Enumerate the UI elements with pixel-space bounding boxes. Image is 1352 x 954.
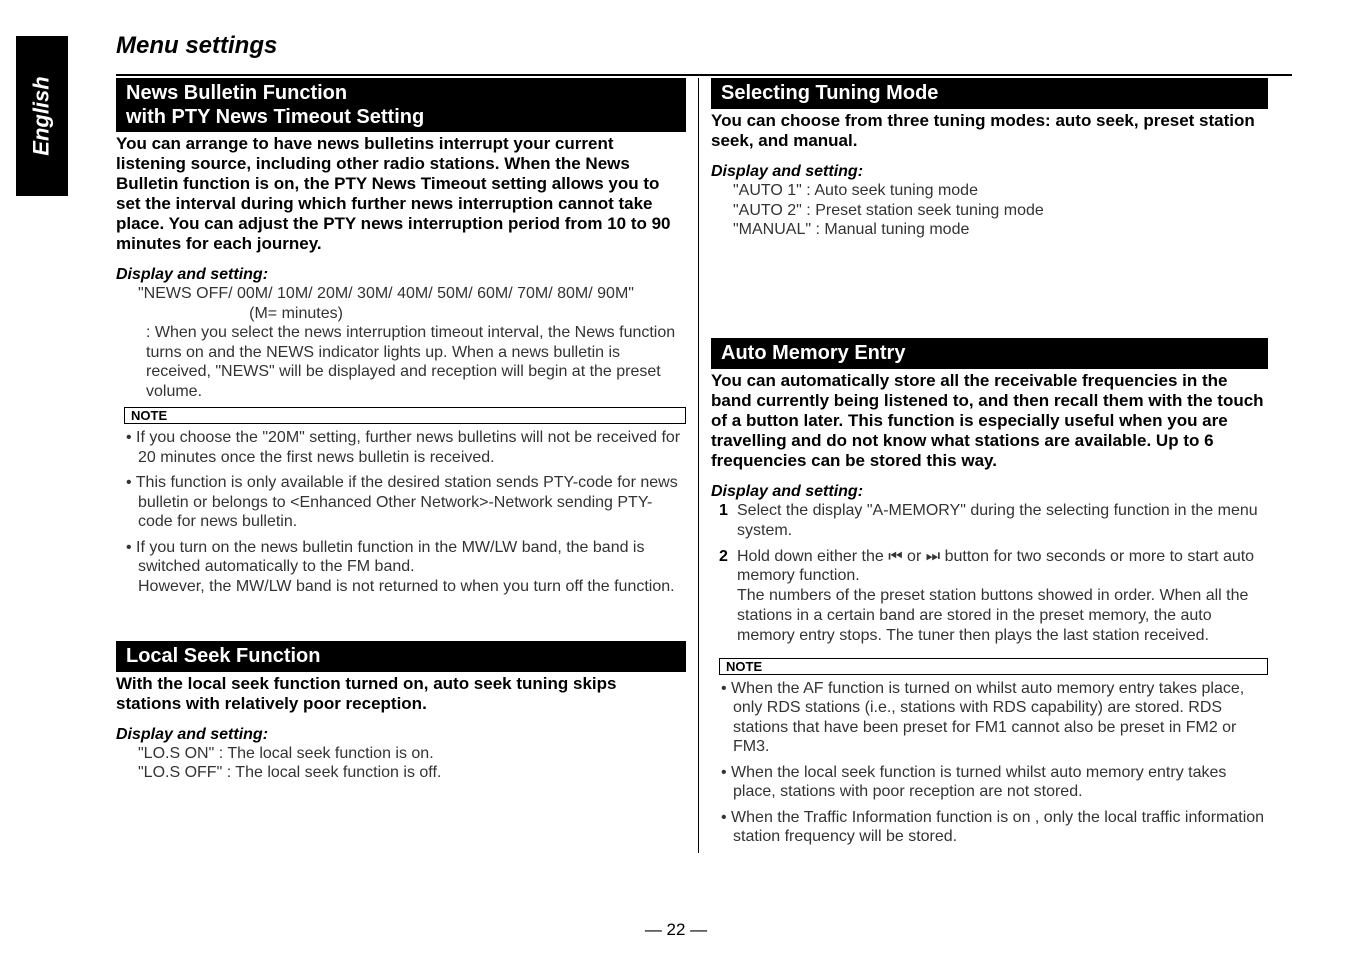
step-text: Select the display "A-MEMORY" during the… [737, 502, 1258, 539]
note-item: When the local seek function is turned w… [721, 763, 1268, 802]
note-item: When the Traffic Information function is… [721, 808, 1268, 847]
language-tab: English [16, 36, 68, 196]
step-text-part: or [903, 548, 926, 565]
section-header-news: News Bulletin Function with PTY News Tim… [116, 78, 686, 132]
step-text-part: The numbers of the preset station button… [737, 587, 1248, 644]
left-column: News Bulletin Function with PTY News Tim… [116, 78, 686, 853]
display-setting-label: Display and setting: [116, 726, 686, 744]
tuning-mode-line: "MANUAL" : Manual tuning mode [733, 220, 1268, 240]
news-notes-list: If you choose the "20M" setting, further… [126, 428, 686, 602]
note-box: NOTE [719, 658, 1268, 675]
news-setting-values: "NEWS OFF/ 00M/ 10M/ 20M/ 30M/ 40M/ 50M/… [138, 284, 686, 323]
step-text-part: Hold down either the [737, 548, 888, 565]
setting-suffix: (M= minutes) [249, 305, 343, 322]
display-setting-label: Display and setting: [711, 163, 1268, 181]
section-header-local: Local Seek Function [116, 641, 686, 672]
local-on-line: "LO.S ON" : The local seek function is o… [138, 744, 686, 764]
language-label: English [29, 76, 55, 155]
tuning-mode-line: "AUTO 2" : Preset station seek tuning mo… [733, 201, 1268, 221]
note-item: If you turn on the news bulletin functio… [126, 538, 686, 597]
note-item: If you choose the "20M" setting, further… [126, 428, 686, 467]
note-item: When the AF function is turned on whilst… [721, 679, 1268, 757]
display-setting-label: Display and setting: [116, 266, 686, 284]
header-line: News Bulletin Function [126, 82, 347, 104]
auto-notes-list: When the AF function is turned on whilst… [721, 679, 1268, 853]
step-item: 2 Hold down either the ⏮ or ⏭ button for… [719, 547, 1268, 646]
right-column: Selecting Tuning Mode You can choose fro… [698, 78, 1268, 853]
section-header-tuning: Selecting Tuning Mode [711, 78, 1268, 109]
page-number: — 22 — [0, 920, 1352, 940]
news-intro: You can arrange to have news bulletins i… [116, 134, 686, 254]
next-track-icon: ⏭ [926, 548, 940, 565]
auto-steps: 1 Select the display "A-MEMORY" during t… [719, 501, 1268, 652]
local-intro: With the local seek function turned on, … [116, 674, 686, 714]
setting-values-text: "NEWS OFF/ 00M/ 10M/ 20M/ 30M/ 40M/ 50M/… [138, 285, 634, 302]
note-box: NOTE [124, 407, 686, 424]
auto-intro: You can automatically store all the rece… [711, 371, 1268, 471]
header-line: with PTY News Timeout Setting [126, 106, 424, 128]
local-off-line: "LO.S OFF" : The local seek function is … [138, 763, 686, 783]
display-setting-label: Display and setting: [711, 483, 1268, 501]
chapter-title: Menu settings [116, 32, 1292, 60]
tuning-mode-line: "AUTO 1" : Auto seek tuning mode [733, 181, 1268, 201]
step-number: 2 [719, 547, 728, 567]
content-columns: News Bulletin Function with PTY News Tim… [116, 78, 1292, 853]
note-item: This function is only available if the d… [126, 473, 686, 532]
section-header-auto-memory: Auto Memory Entry [711, 338, 1268, 369]
step-number: 1 [719, 501, 728, 521]
prev-track-icon: ⏮ [888, 548, 902, 565]
tuning-intro: You can choose from three tuning modes: … [711, 111, 1268, 151]
step-item: 1 Select the display "A-MEMORY" during t… [719, 501, 1268, 541]
news-setting-desc: : When you select the news interruption … [146, 323, 686, 401]
horizontal-rule [116, 74, 1292, 76]
